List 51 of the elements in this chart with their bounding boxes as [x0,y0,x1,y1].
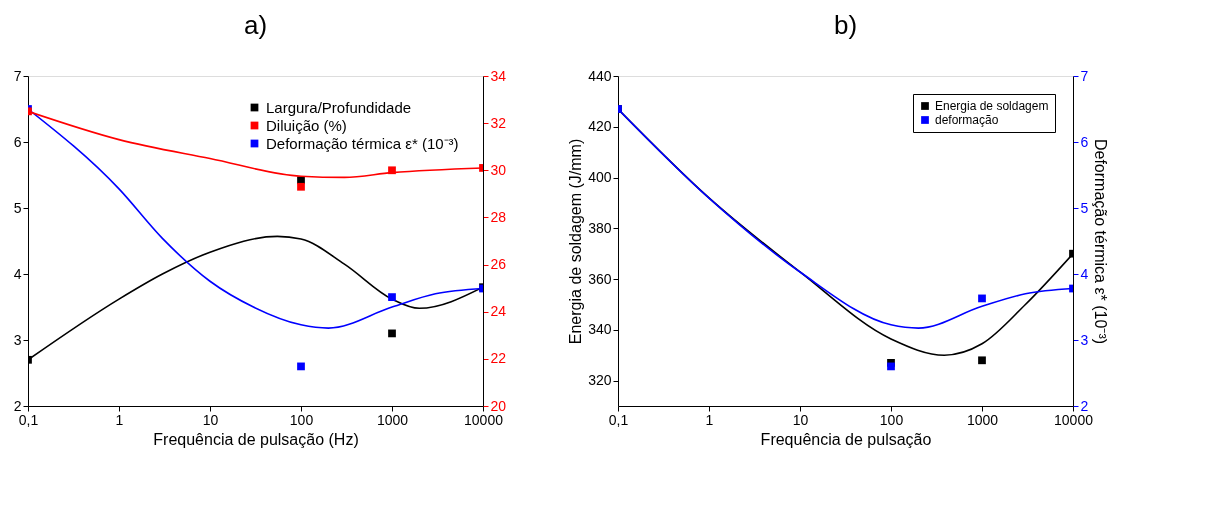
x-tick-label: 100 [289,411,314,428]
y2-tick-label: 3 [1080,331,1089,348]
y-tick-label: 400 [588,169,612,186]
x-tick-label: 0,1 [608,411,629,428]
y-tick-label: 7 [13,67,22,84]
y-tick-label: 380 [588,219,612,236]
x-tick-label: 0,1 [18,411,39,428]
legend-label: deformação [935,113,999,127]
y-tick-label: 6 [13,133,22,150]
y2-axis-title: Deformação térmica ε* (10⁻³) [1092,138,1110,345]
y2-tick-label: 20 [490,397,507,414]
y-tick-label: 4 [13,265,22,282]
legend-label: Deformação térmica ε* (10⁻³) [266,134,459,152]
y-tick-label: 3 [13,331,22,348]
y2-tick-label: 26 [490,256,507,273]
y-tick-label: 420 [588,118,612,135]
y-tick-label: 360 [588,270,612,287]
chart-title: a) [243,10,268,40]
y-tick-label: 320 [588,372,612,389]
y-axis-title: Energia de soldagem (J/mm) [567,138,585,345]
y2-tick-label: 7 [1080,67,1089,84]
y2-tick-label: 2 [1080,397,1089,414]
x-axis-title: Frequência de pulsação (Hz) [153,430,359,448]
point [978,356,986,365]
y-tick-label: 440 [588,67,612,84]
y2-tick-label: 5 [1080,199,1089,216]
legend-label: Diluição (%) [266,116,347,134]
x-tick-label: 1 [705,411,714,428]
x-tick-label: 10 [792,411,809,428]
x-tick-label: 1000 [966,411,999,428]
x-tick-label: 100 [879,411,904,428]
x-tick-label: 1 [115,411,124,428]
y2-tick-label: 4 [1080,265,1089,282]
legend-label: Energia de soldagem [935,99,1049,113]
y2-tick-label: 34 [490,67,507,84]
x-tick-label: 10 [202,411,219,428]
y2-tick-label: 24 [490,303,507,320]
y2-tick-label: 28 [490,208,507,225]
y-tick-label: 340 [588,321,612,338]
x-axis-title: Frequência de pulsação [760,430,932,448]
y2-tick-label: 6 [1080,133,1089,150]
x-tick-label: 10000 [464,411,504,428]
y2-tick-label: 32 [490,114,507,131]
y-tick-label: 2 [13,397,22,414]
x-tick-label: 1000 [376,411,409,428]
y2-tick-label: 22 [490,350,507,367]
chart-title: b) [833,10,858,40]
y-tick-label: 5 [13,199,22,216]
x-tick-label: 10000 [1054,411,1094,428]
y2-tick-label: 30 [490,161,507,178]
legend-label: Largura/Profundidade [266,98,412,116]
